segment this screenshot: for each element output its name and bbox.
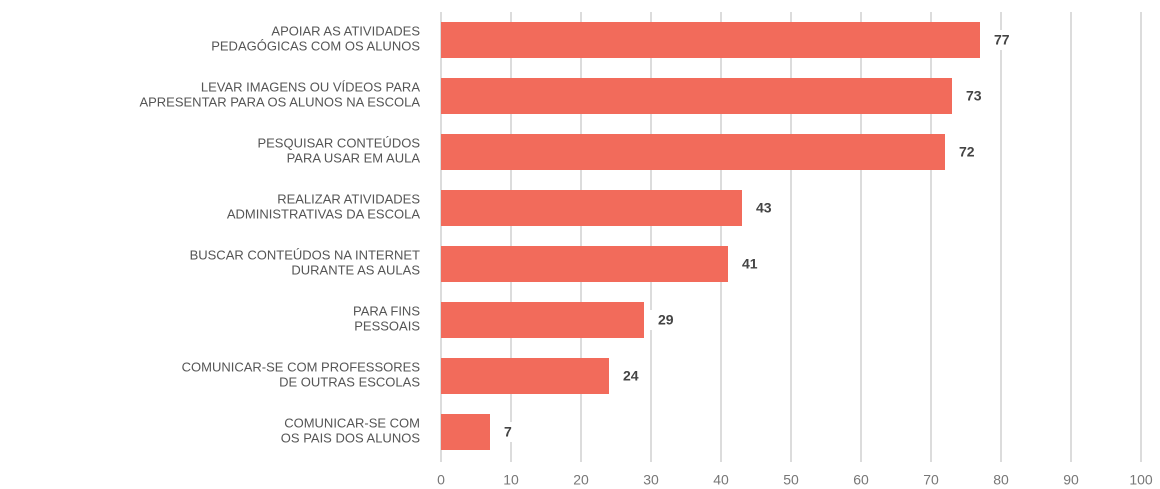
y-tick-label-line: PARA FINS [353, 304, 420, 319]
bar [441, 22, 980, 58]
value-label: 73 [966, 88, 982, 104]
bar [441, 302, 644, 338]
value-label: 41 [742, 256, 758, 272]
value-label: 43 [756, 200, 772, 216]
value-label: 77 [994, 32, 1010, 48]
y-tick-label-line: PESSOAIS [354, 319, 420, 334]
x-tick-label: 20 [573, 472, 589, 488]
y-tick-label: COMUNICAR-SE COM PROFESSORES DE OUTRAS ES… [182, 360, 421, 390]
value-label-bg [956, 86, 990, 106]
value-label-bg [949, 142, 983, 162]
bar [441, 134, 945, 170]
x-tick-label: 100 [1129, 472, 1153, 488]
x-tick-label: 0 [437, 472, 445, 488]
bar [441, 358, 609, 394]
y-tick-label: PESQUISAR CONTEÚDOS PARA USAR EM AULA [257, 136, 420, 166]
value-label: 24 [623, 368, 639, 384]
y-tick-label-line: APOIAR AS ATIVIDADES [271, 24, 420, 39]
x-tick-label: 30 [643, 472, 659, 488]
y-tick-label: COMUNICAR-SE COM OS PAIS DOS ALUNOS [281, 416, 421, 446]
y-tick-label: APOIAR AS ATIVIDADES PEDAGÓGICAS COM OS A… [211, 24, 420, 54]
y-tick-label: PARA FINS PESSOAIS [353, 304, 420, 334]
value-label-bg [732, 254, 766, 274]
y-tick-label-line: OS PAIS DOS ALUNOS [281, 431, 421, 446]
y-tick-label-line: APRESENTAR PARA OS ALUNOS NA ESCOLA [139, 95, 420, 110]
value-label-bg [984, 30, 1018, 50]
y-tick-label-line: BUSCAR CONTEÚDOS NA INTERNET [190, 248, 420, 263]
y-tick-label-line: COMUNICAR-SE COM [284, 416, 420, 431]
y-tick-label-line: DURANTE AS AULAS [291, 263, 420, 278]
y-tick-label: LEVAR IMAGENS OU VÍDEOS PARA APRESENTAR P… [139, 80, 420, 110]
y-tick-label-line: PEDAGÓGICAS COM OS ALUNOS [211, 39, 420, 54]
x-tick-label: 90 [1063, 472, 1079, 488]
x-tick-label: 50 [783, 472, 799, 488]
bar [441, 414, 490, 450]
x-tick-label: 40 [713, 472, 729, 488]
value-label: 29 [658, 312, 674, 328]
x-tick-label: 80 [993, 472, 1009, 488]
y-tick-label-line: PARA USAR EM AULA [287, 151, 421, 166]
y-tick-label-line: PESQUISAR CONTEÚDOS [257, 136, 420, 151]
y-tick-label: BUSCAR CONTEÚDOS NA INTERNET DURANTE AS A… [190, 248, 421, 278]
x-tick-label: 10 [503, 472, 519, 488]
bar [441, 246, 728, 282]
value-label-bg [648, 310, 682, 330]
y-tick-label-line: COMUNICAR-SE COM PROFESSORES [182, 360, 421, 375]
value-label-bg [613, 366, 647, 386]
x-tick-label: 60 [853, 472, 869, 488]
y-tick-label: REALIZAR ATIVIDADES ADMINISTRATIVAS DA ES… [227, 192, 420, 222]
y-tick-label-line: ADMINISTRATIVAS DA ESCOLA [227, 207, 420, 222]
bar [441, 190, 742, 226]
bar [441, 78, 952, 114]
x-tick-label: 70 [923, 472, 939, 488]
value-label-bg [746, 198, 780, 218]
y-tick-label-line: REALIZAR ATIVIDADES [277, 192, 420, 207]
value-label: 7 [504, 424, 512, 440]
value-label-bg [494, 422, 528, 442]
y-tick-label-line: DE OUTRAS ESCOLAS [279, 375, 420, 390]
y-tick-label-line: LEVAR IMAGENS OU VÍDEOS PARA [201, 80, 420, 95]
value-label: 72 [959, 144, 975, 160]
